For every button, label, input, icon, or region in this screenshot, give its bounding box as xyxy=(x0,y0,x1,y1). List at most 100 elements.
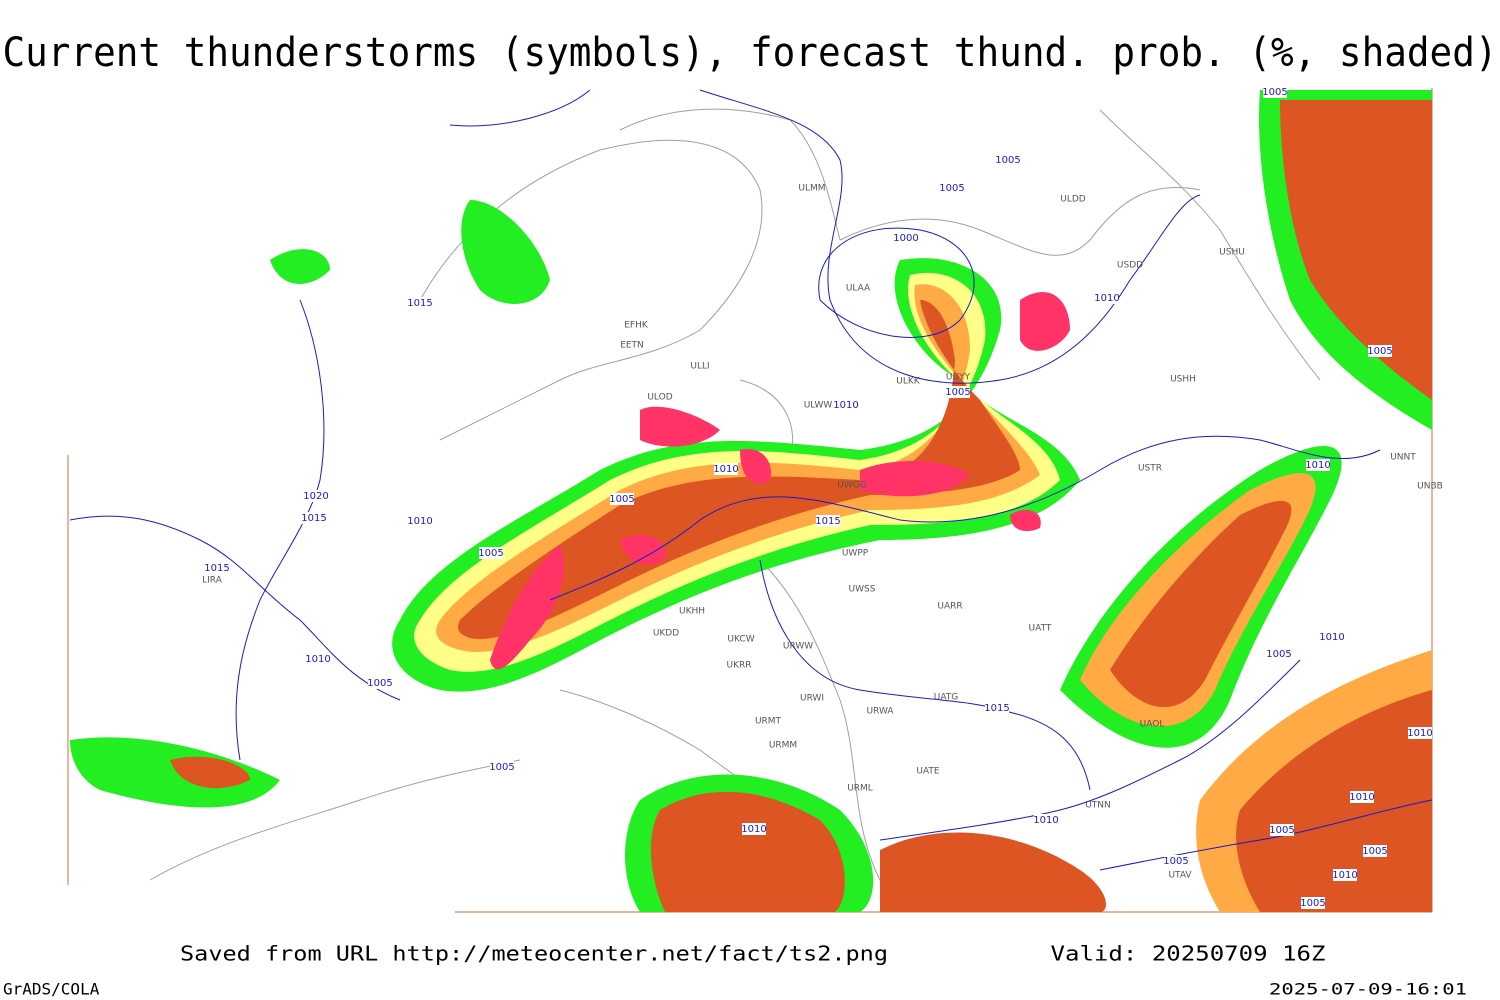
station-label: UWSS xyxy=(849,585,876,595)
isobar-label: 1010 xyxy=(1407,728,1432,739)
station-label: UUYY xyxy=(946,373,971,383)
isobar-label: 1015 xyxy=(815,516,840,527)
isobar-label-bg xyxy=(1301,897,1325,909)
station-label: UNBB xyxy=(1417,482,1443,492)
isobar-label: 1005 xyxy=(478,548,503,559)
station-label: UATG xyxy=(934,693,959,703)
isobar-label: 1005 xyxy=(1269,825,1294,836)
station-label: ULMM xyxy=(798,184,825,194)
isobar-label: 1010 xyxy=(741,824,766,835)
station-label: UKCW xyxy=(727,635,754,645)
isobar-label-bg xyxy=(1306,459,1330,471)
station-label: ULKK xyxy=(896,377,921,387)
station-label: UKDD xyxy=(653,629,679,639)
isobar-label-bg xyxy=(1267,648,1291,660)
isobar-label-bg xyxy=(408,515,432,527)
station-label: UTNN xyxy=(1085,801,1111,811)
isobar-label: 1005 xyxy=(945,387,970,398)
station-label: USDD xyxy=(1117,261,1143,271)
station-label: URML xyxy=(847,784,873,794)
isobar-label: 1010 xyxy=(833,400,858,411)
isobar-label-bg xyxy=(946,386,970,398)
station-label: UWGG xyxy=(837,481,866,491)
isobar-label: 1010 xyxy=(1305,460,1330,471)
source-url: Saved from URL http://meteocenter.net/fa… xyxy=(180,942,888,966)
station-label: ULOD xyxy=(647,393,672,403)
isobar-label: 1010 xyxy=(1319,632,1344,643)
station-label: ULWW xyxy=(804,401,833,411)
isobar-label-bg xyxy=(940,182,964,194)
station-label: ULAA xyxy=(846,284,871,294)
isobar-label: 1005 xyxy=(1367,346,1392,357)
station-label: UATT xyxy=(1029,624,1052,634)
station-label: USHU xyxy=(1219,248,1245,258)
station-label: USTR xyxy=(1138,464,1162,474)
isobar-label: 1015 xyxy=(204,563,229,574)
isobar-label-bg xyxy=(1363,845,1387,857)
isobar-label: 1010 xyxy=(713,464,738,475)
isobar-label-bg xyxy=(490,761,514,773)
isobar-label-bg xyxy=(302,512,326,524)
isobar-label: 1005 xyxy=(1362,846,1387,857)
isobar-label-bg xyxy=(894,232,918,244)
isobar-label: 1005 xyxy=(1300,898,1325,909)
station-label: UKRR xyxy=(727,661,752,671)
isobar-label: 1010 xyxy=(1033,815,1058,826)
station-label: UKHH xyxy=(679,607,705,617)
station-label: UARR xyxy=(937,602,962,612)
isobar-label: 1010 xyxy=(1094,293,1119,304)
station-label: URWI xyxy=(800,694,824,704)
station-label: LIRA xyxy=(202,576,223,586)
isobar-label-bg xyxy=(742,823,766,835)
isobar-label: 1005 xyxy=(1262,87,1287,98)
valid-time: Valid: 20250709 16Z xyxy=(1051,942,1326,966)
isobar-label-bg xyxy=(306,653,330,665)
station-label: USHH xyxy=(1170,375,1196,385)
isobar-label: 1005 xyxy=(1163,856,1188,867)
isobar-label-bg xyxy=(1164,855,1188,867)
station-label: URMM xyxy=(769,741,797,751)
station-label: EETN xyxy=(620,341,644,351)
isobar-label: 1010 xyxy=(1349,792,1374,803)
title: Current thunderstorms (symbols), forecas… xyxy=(3,30,1498,76)
isobar-label: 1005 xyxy=(367,678,392,689)
station-label: UNNT xyxy=(1390,453,1416,463)
isobar-label-bg xyxy=(610,493,634,505)
isobar-label-bg xyxy=(1270,824,1294,836)
isobar-label-bg xyxy=(1263,86,1287,98)
isobar-label: 1010 xyxy=(305,654,330,665)
isobar-label: 1005 xyxy=(609,494,634,505)
isobar-label-bg xyxy=(1350,791,1374,803)
isobar-label: 1005 xyxy=(939,183,964,194)
isobar-label-bg xyxy=(1034,814,1058,826)
map-area xyxy=(67,88,1433,913)
isobar-label: 1015 xyxy=(301,513,326,524)
station-label: UTAV xyxy=(1168,871,1192,881)
isobar-label: 1015 xyxy=(407,298,432,309)
isobar-label-bg xyxy=(368,677,392,689)
isobar-label-bg xyxy=(408,297,432,309)
isobar-label: 1005 xyxy=(995,155,1020,166)
isobar-label-bg xyxy=(1095,292,1119,304)
isobar-label-bg xyxy=(996,154,1020,166)
isobar-label: 1010 xyxy=(1332,870,1357,881)
isobar-label-bg xyxy=(479,547,503,559)
station-label: UATE xyxy=(916,767,940,777)
timestamp: 2025-07-09-16:01 xyxy=(1269,980,1467,999)
station-label: URMT xyxy=(755,717,782,727)
station-label: URWA xyxy=(866,707,894,717)
isobar-label: 1000 xyxy=(893,233,918,244)
station-label: UAOL xyxy=(1140,720,1165,730)
isobar-label-bg xyxy=(304,490,328,502)
station-label: URWW xyxy=(783,642,813,652)
isobar-label-bg xyxy=(1408,727,1432,739)
isobar-label-bg xyxy=(714,463,738,475)
isobar-label-bg xyxy=(1368,345,1392,357)
software: GrADS/COLA xyxy=(3,980,100,999)
station-label: ULLI xyxy=(690,362,709,372)
isobar-label-bg xyxy=(985,702,1009,714)
station-label: ULDD xyxy=(1060,195,1086,205)
isobar-label: 1010 xyxy=(407,516,432,527)
